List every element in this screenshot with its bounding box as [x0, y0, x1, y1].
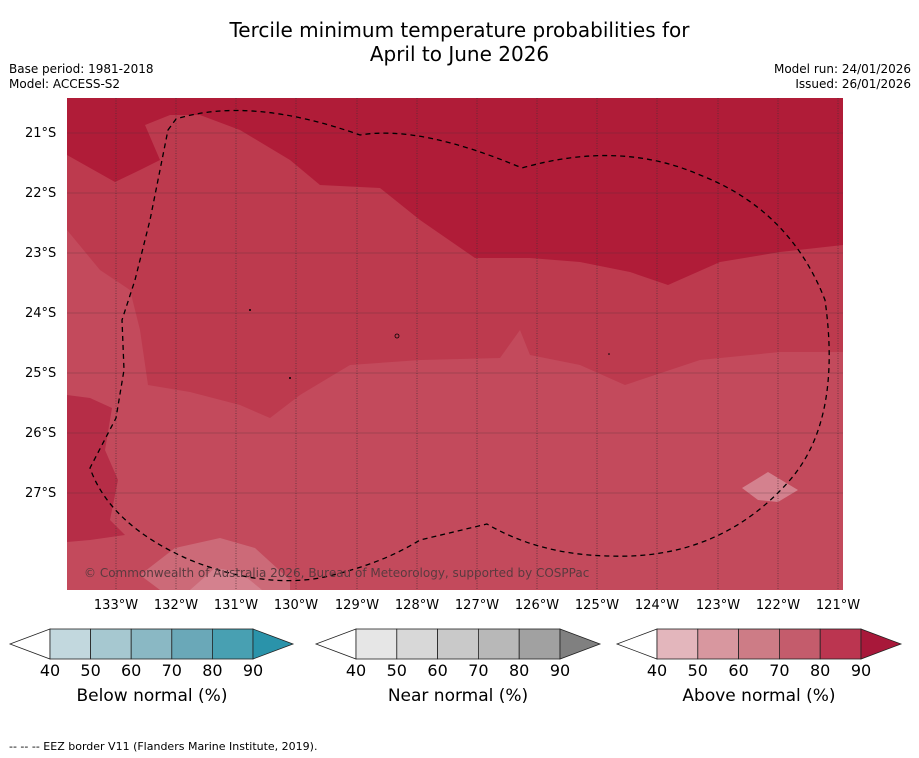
chart-title: Tercile minimum temperature probabilitie…	[0, 18, 919, 66]
legend-above-bar	[615, 628, 903, 660]
zone-above-60-south	[140, 538, 290, 590]
map-area	[67, 98, 843, 590]
eez-border	[89, 109, 830, 582]
lat-label: 25°S	[25, 366, 57, 381]
lon-label: 123°W	[695, 598, 741, 613]
legend-tick: 80	[202, 661, 223, 680]
legend-below-title: Below normal (%)	[76, 686, 228, 706]
legend-tick: 50	[80, 661, 101, 680]
legend-tick: 90	[549, 661, 571, 680]
lat-label: 24°S	[25, 306, 57, 321]
legend-tick: 50	[687, 661, 708, 680]
legend-tick: 70	[769, 661, 790, 680]
legend-tick: 60	[728, 661, 749, 680]
gridlines	[115, 98, 839, 590]
lon-label: 124°W	[634, 598, 680, 613]
lon-label: 132°W	[153, 598, 199, 613]
legend-near-bar	[314, 628, 602, 660]
legend-near-title: Near normal (%)	[387, 686, 529, 706]
lon-label: 127°W	[454, 598, 500, 613]
zone-above-50-south	[190, 568, 262, 590]
legend-tick: 40	[39, 661, 61, 680]
island-marker	[608, 353, 610, 355]
lat-label: 26°S	[25, 426, 57, 441]
legend-above-title: Above normal (%)	[682, 686, 836, 706]
legend-below-bar	[8, 628, 295, 660]
meta-right: Model run: 24/01/2026 Issued: 26/01/2026	[774, 62, 911, 92]
model-name: Model: ACCESS-S2	[9, 77, 121, 91]
base-period: Base period: 1981-2018	[9, 62, 154, 76]
model-run: Model run: 24/01/2026	[773, 62, 911, 76]
lat-label: 27°S	[25, 486, 57, 501]
lat-label: 21°S	[25, 126, 57, 141]
lat-label: 23°S	[25, 246, 57, 261]
lat-label: 22°S	[25, 186, 57, 201]
lon-label: 122°W	[755, 598, 801, 613]
lon-label: 121°W	[815, 598, 861, 613]
zone-above-90	[67, 98, 843, 285]
zone-above-60-east	[742, 472, 798, 502]
title-line-2: April to June 2026	[369, 42, 550, 66]
legend-tick: 90	[242, 661, 264, 680]
lon-label: 129°W	[334, 598, 380, 613]
lon-label: 131°W	[213, 598, 259, 613]
lon-label: 128°W	[394, 598, 440, 613]
lon-label: 133°W	[93, 598, 139, 613]
legend-tick: 60	[121, 661, 142, 680]
latitude-gridlines	[67, 132, 843, 494]
footnote-eez: -- -- -- EEZ border V11 (Flanders Marine…	[9, 740, 318, 753]
legend-tick: 80	[509, 661, 530, 680]
zone-above-80-west	[67, 395, 125, 542]
island-marker	[394, 333, 400, 339]
lon-label: 130°W	[273, 598, 319, 613]
legend-tick: 50	[386, 661, 407, 680]
map-copyright: © Commonwealth of Australia 2026, Bureau…	[84, 566, 590, 580]
legend-tick: 70	[468, 661, 489, 680]
legend-tick: 90	[850, 661, 872, 680]
issued-date: Issued: 26/01/2026	[795, 77, 911, 91]
island-marker	[249, 309, 251, 311]
legend-tick: 80	[810, 661, 831, 680]
meta-left: Base period: 1981-2018 Model: ACCESS-S2	[9, 62, 154, 92]
island-marker	[289, 377, 291, 379]
lon-label: 125°W	[574, 598, 620, 613]
lon-label: 126°W	[514, 598, 560, 613]
legend-tick: 40	[646, 661, 668, 680]
legend-tick: 40	[345, 661, 367, 680]
legend-tick: 60	[427, 661, 448, 680]
legend-tick: 70	[161, 661, 182, 680]
title-line-1: Tercile minimum temperature probabilitie…	[229, 18, 690, 42]
